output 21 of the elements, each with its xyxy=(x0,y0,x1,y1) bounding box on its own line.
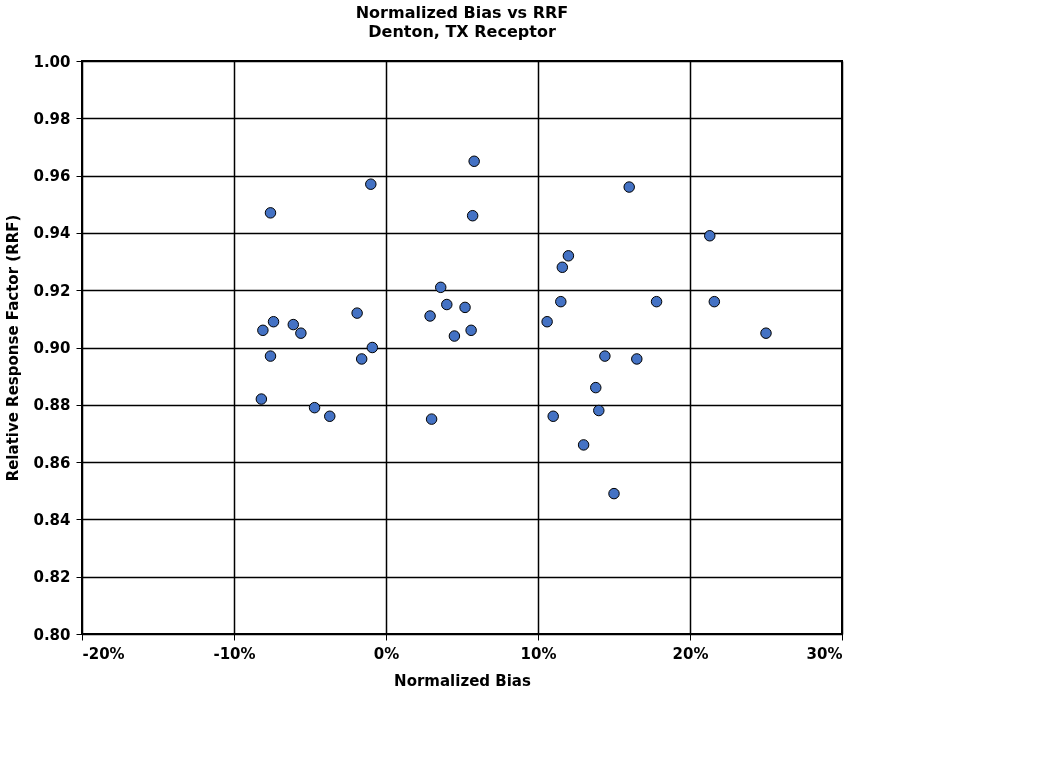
x-tick-label: 0% xyxy=(373,644,400,663)
y-tick-label: 0.98 xyxy=(33,109,71,128)
x-tick-label: -10% xyxy=(213,644,256,663)
y-tick-label: 0.82 xyxy=(33,568,71,587)
y-tick-label: 0.86 xyxy=(33,453,71,472)
y-tick-label: 0.90 xyxy=(33,339,71,357)
y-tick-label: 0.84 xyxy=(33,510,71,529)
y-tick-label: 0.92 xyxy=(33,281,71,300)
x-tick-label: 20% xyxy=(672,644,709,663)
x-tick-label: 10% xyxy=(520,644,557,663)
chart-title: Normalized Bias vs RRF xyxy=(355,3,569,22)
x-tick-label: 30% xyxy=(806,644,843,663)
x-tick-label: -20% xyxy=(82,644,125,663)
y-tick-label: 0.80 xyxy=(33,625,71,644)
chart-subtitle: Denton, TX Receptor xyxy=(368,22,556,41)
y-tick-label: 0.88 xyxy=(33,396,71,415)
x-axis-title: Normalized Bias xyxy=(394,671,531,690)
y-axis-title: Relative Response Factor (RRF) xyxy=(4,214,23,482)
y-tick-label: 0.94 xyxy=(33,224,71,243)
y-tick-label: 1.00 xyxy=(33,52,71,71)
y-tick-label: 0.96 xyxy=(33,167,71,186)
